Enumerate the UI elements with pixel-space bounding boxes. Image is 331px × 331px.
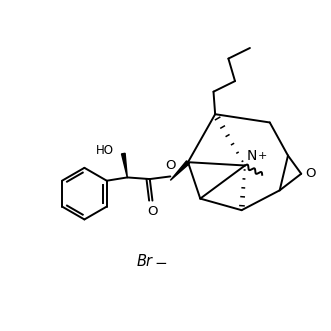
Text: Br: Br (136, 254, 152, 269)
Text: O: O (305, 167, 316, 180)
Text: +: + (258, 151, 267, 161)
Text: HO: HO (96, 144, 114, 158)
Polygon shape (121, 153, 127, 177)
Text: N: N (247, 149, 257, 163)
Text: O: O (165, 159, 175, 172)
Text: −: − (154, 256, 167, 271)
Polygon shape (170, 161, 189, 180)
Text: O: O (147, 205, 158, 217)
